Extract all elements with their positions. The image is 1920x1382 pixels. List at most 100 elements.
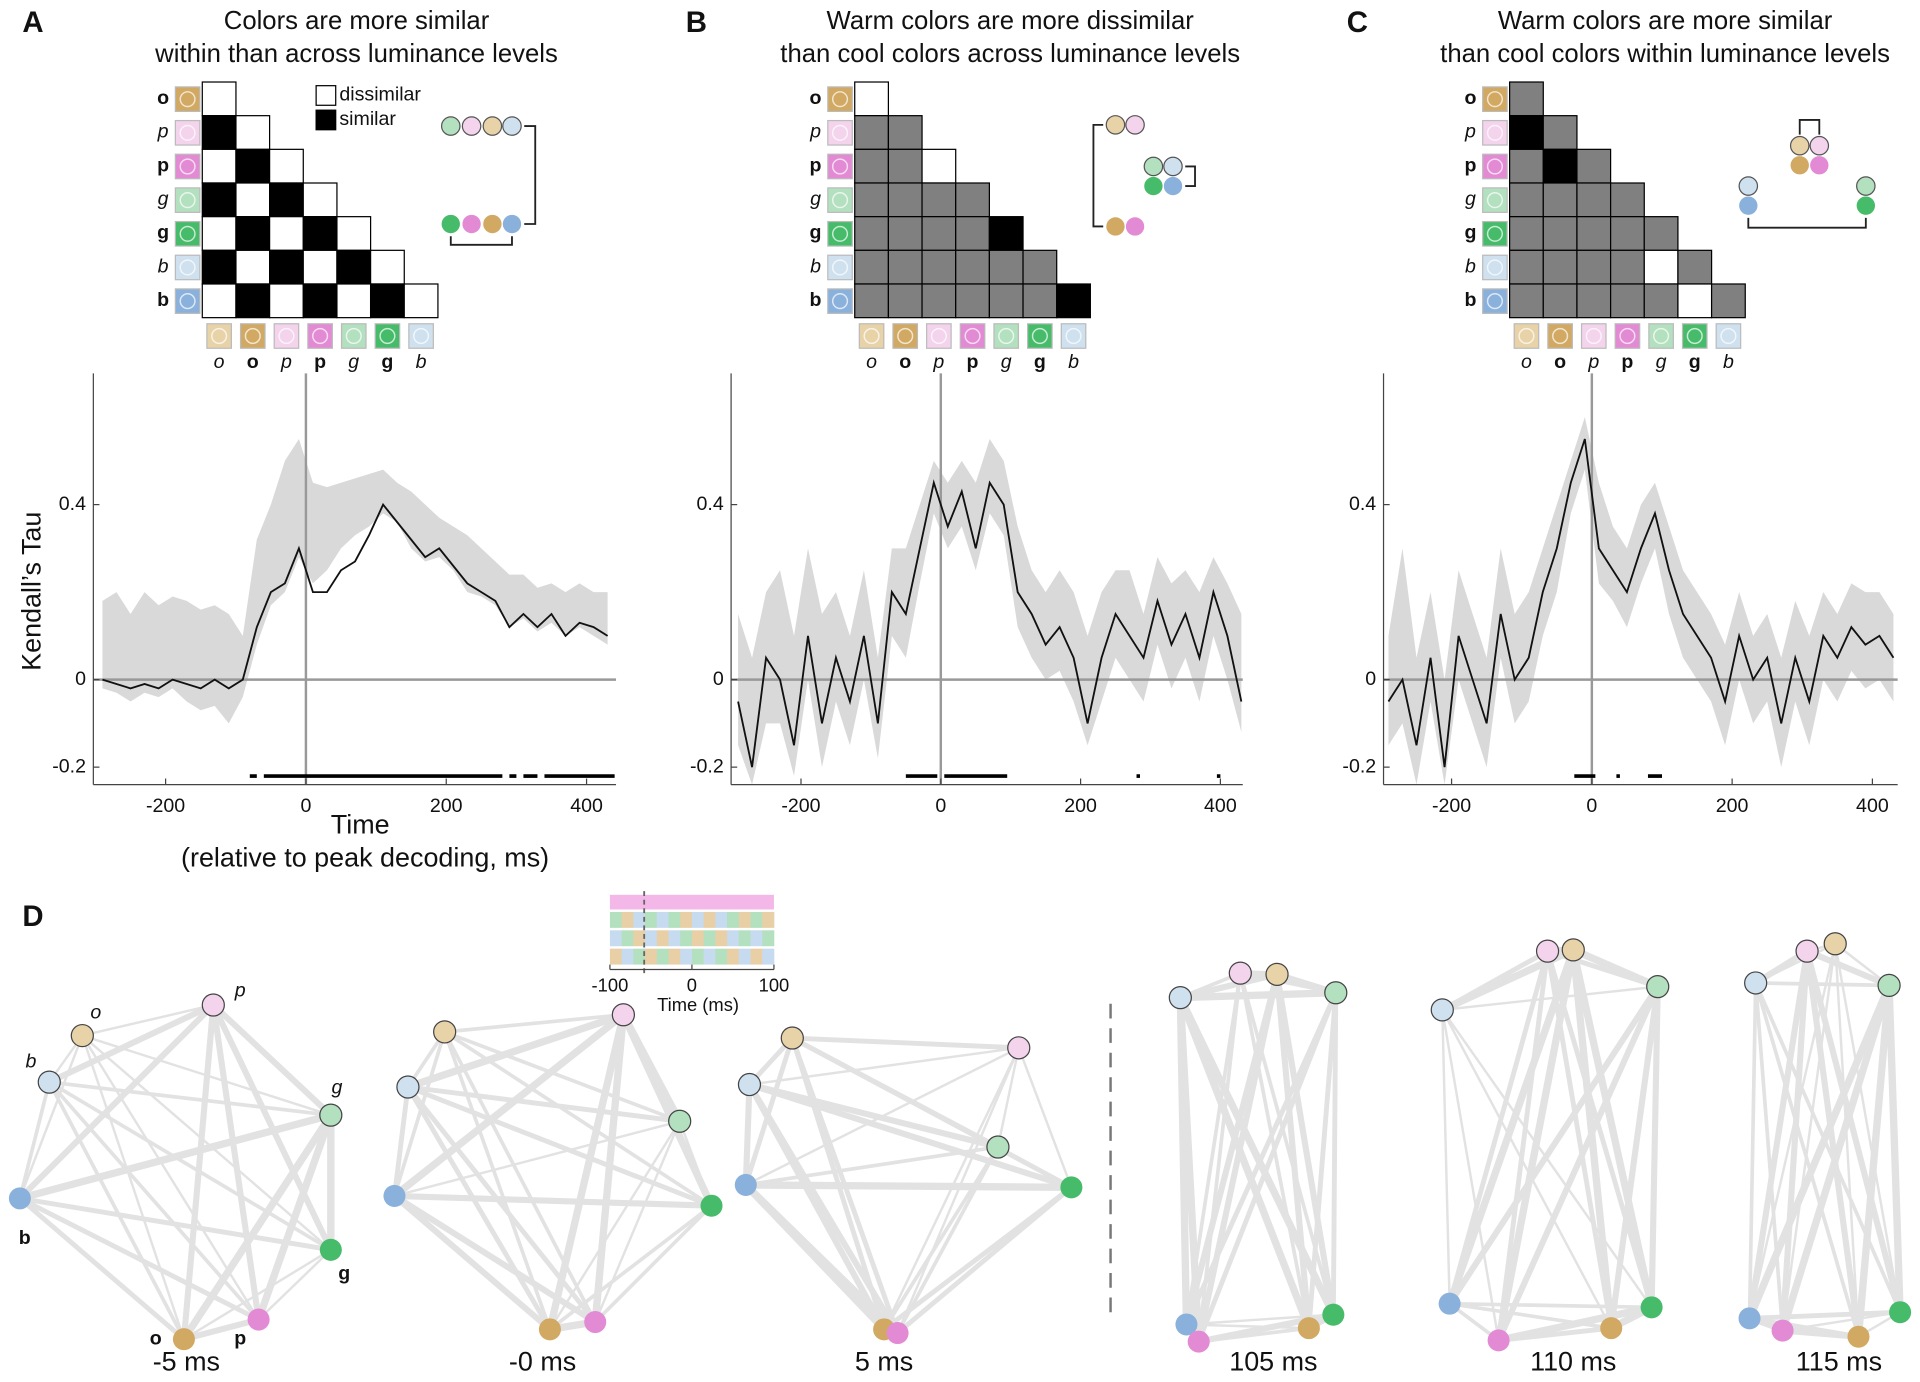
matrix-cell bbox=[955, 249, 990, 285]
x-tick-label: 0 bbox=[1586, 795, 1597, 817]
color-dot bbox=[441, 214, 460, 234]
edge bbox=[745, 1145, 999, 1187]
swatch-spiral bbox=[179, 158, 196, 175]
edge bbox=[183, 1248, 332, 1341]
inset-row bbox=[645, 930, 658, 947]
swatch-spiral bbox=[379, 327, 396, 345]
edge bbox=[210, 1004, 262, 1321]
row-label: p bbox=[810, 154, 822, 176]
color-dot bbox=[1739, 196, 1758, 215]
color-dot bbox=[1125, 217, 1145, 236]
matrix-cell bbox=[1509, 148, 1544, 184]
col-label: g bbox=[348, 351, 359, 373]
matrix-cell bbox=[269, 249, 304, 285]
swatch bbox=[993, 323, 1020, 349]
node bbox=[1265, 962, 1289, 987]
edge bbox=[394, 1120, 680, 1198]
edge bbox=[257, 1248, 332, 1321]
node bbox=[1744, 971, 1768, 995]
node bbox=[668, 1109, 692, 1133]
col-label: o bbox=[866, 351, 877, 373]
row-label: g bbox=[1464, 222, 1476, 244]
color-dot bbox=[1144, 176, 1163, 196]
edge bbox=[1180, 989, 1336, 1002]
swatch bbox=[1715, 323, 1742, 349]
edge bbox=[1648, 986, 1661, 1308]
edge bbox=[1176, 997, 1203, 1342]
edge bbox=[1496, 950, 1550, 1341]
swatch-spiral bbox=[345, 327, 362, 345]
edge bbox=[1176, 996, 1313, 1330]
matrix-cell bbox=[201, 249, 237, 285]
inset-row bbox=[691, 911, 705, 928]
edge bbox=[1854, 985, 1893, 1338]
node bbox=[1007, 1036, 1031, 1060]
matrix-cell bbox=[1643, 283, 1679, 319]
bracket bbox=[524, 125, 537, 225]
matrix-cell bbox=[1576, 249, 1612, 285]
matrix-cell bbox=[1509, 249, 1544, 285]
matrix-cell bbox=[1056, 283, 1091, 319]
node bbox=[1187, 1330, 1210, 1353]
edge bbox=[548, 1204, 713, 1331]
swatch-spiral bbox=[1486, 225, 1504, 242]
node bbox=[8, 1187, 31, 1210]
row-label: b bbox=[1465, 255, 1476, 277]
swatch bbox=[408, 323, 434, 349]
row-label: p bbox=[809, 121, 821, 143]
row-label: g bbox=[158, 188, 169, 210]
color-dot bbox=[1789, 135, 1810, 156]
swatch-spiral bbox=[1486, 259, 1504, 276]
bracket bbox=[1798, 119, 1821, 135]
swatch-spiral bbox=[1653, 327, 1670, 345]
col-label: p bbox=[967, 351, 979, 373]
edge bbox=[18, 1035, 84, 1199]
matrix-cell bbox=[1509, 81, 1544, 117]
matrix-cell bbox=[1710, 283, 1746, 319]
edge bbox=[1782, 1311, 1901, 1332]
y-tick-label: -0.2 bbox=[690, 755, 724, 777]
node-label: p bbox=[234, 1327, 246, 1349]
col-label: g bbox=[1001, 351, 1012, 373]
swatch-spiral bbox=[179, 259, 196, 276]
matrix-cell bbox=[1542, 148, 1578, 184]
swatch bbox=[1482, 187, 1508, 213]
swatch-spiral bbox=[897, 327, 914, 345]
edge bbox=[1442, 985, 1658, 1012]
matrix-cell bbox=[921, 283, 957, 319]
edge bbox=[47, 1081, 186, 1341]
matrix-cell bbox=[269, 148, 304, 184]
swatch-spiral bbox=[1486, 158, 1504, 175]
color-dot bbox=[440, 116, 461, 136]
matrix-cell bbox=[201, 283, 237, 319]
edge bbox=[1545, 950, 1654, 1309]
edge bbox=[405, 1085, 553, 1331]
edge bbox=[47, 1002, 215, 1085]
col-label: o bbox=[214, 351, 225, 373]
x-tick-label: 0 bbox=[300, 795, 311, 817]
matrix-cell bbox=[1542, 182, 1578, 218]
node bbox=[70, 1023, 94, 1048]
matrix-cell bbox=[201, 81, 237, 117]
x-tick-label: -200 bbox=[781, 795, 820, 817]
row-label: b bbox=[157, 289, 169, 311]
matrix-cell bbox=[336, 216, 372, 251]
node bbox=[1324, 981, 1348, 1005]
node-label: o bbox=[90, 1002, 101, 1024]
edge bbox=[1608, 986, 1661, 1329]
edge bbox=[746, 1082, 901, 1335]
row-label: g bbox=[157, 222, 169, 244]
matrix-cell bbox=[1542, 115, 1578, 150]
node bbox=[172, 1328, 195, 1351]
matrix-cell bbox=[1509, 283, 1544, 319]
edge bbox=[1804, 950, 1862, 1338]
swatch bbox=[827, 119, 853, 146]
edge bbox=[1177, 996, 1337, 1317]
matrix-title: Warm colors are more dissimilar bbox=[827, 7, 1195, 35]
matrix-cell bbox=[988, 216, 1024, 251]
edge bbox=[1330, 992, 1339, 1315]
bracket bbox=[449, 236, 513, 246]
node bbox=[1175, 1313, 1198, 1336]
edge bbox=[81, 1034, 332, 1251]
